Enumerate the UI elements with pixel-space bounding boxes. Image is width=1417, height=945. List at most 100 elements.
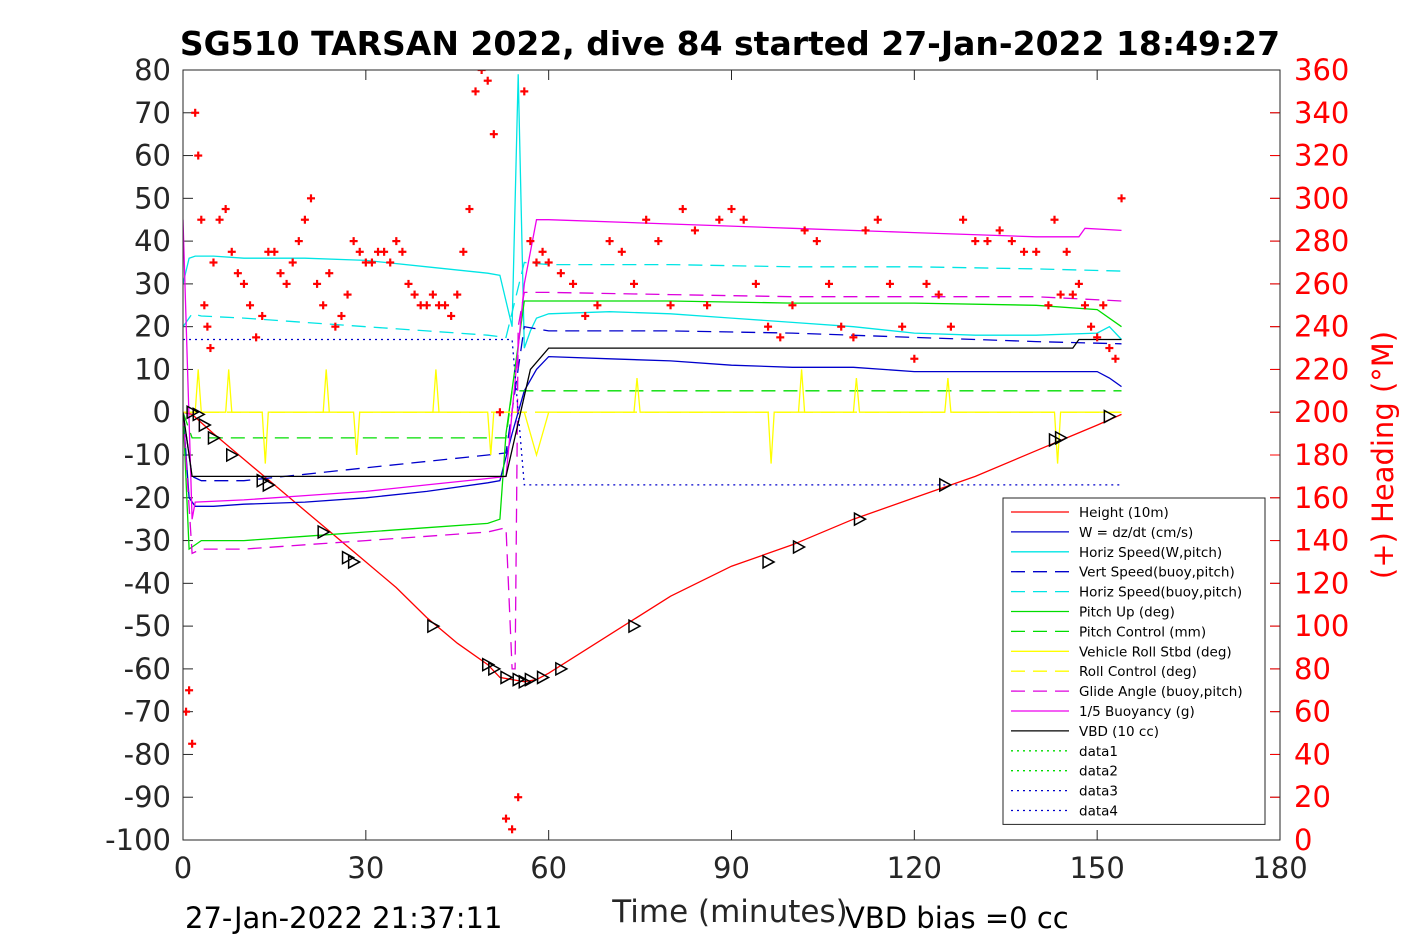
right-tick-label: 160	[1294, 481, 1349, 515]
chart-title: SG510 TARSAN 2022, dive 84 started 27-Ja…	[180, 24, 1280, 63]
x-tick-label: 180	[1252, 851, 1307, 885]
heading-point	[556, 269, 565, 278]
triangle-marker	[524, 672, 538, 687]
heading-point	[922, 279, 931, 288]
footer-timestamp: 27-Jan-2022 21:37:11	[185, 901, 502, 935]
series-line-11	[183, 338, 1122, 478]
heading-point	[188, 739, 197, 748]
series-line-1	[183, 355, 1122, 507]
heading-point	[325, 269, 334, 278]
legend-label: data2	[1079, 764, 1118, 780]
heading-point	[776, 333, 785, 342]
heading-point	[337, 311, 346, 320]
right-tick-label: 340	[1294, 96, 1349, 130]
series-line-9	[183, 291, 1122, 670]
heading-point	[849, 333, 858, 342]
legend-item: Glide Angle (buoy,pitch)	[1011, 684, 1243, 700]
heading-point	[422, 301, 431, 310]
heading-point	[666, 301, 675, 310]
heading-point	[410, 290, 419, 299]
left-axis-ticks: 80 70 60 50 40 30 20 10 0 -10 -20 -30 -40 -50 -60 -70 -8…	[105, 53, 1280, 857]
heading-point	[1032, 247, 1041, 256]
heading-point	[191, 108, 200, 117]
right-axis-ticks: 3603403203002802602402202001801601401201…	[1270, 53, 1349, 857]
legend-item: 1/5 Buoyancy (g)	[1011, 704, 1195, 720]
right-tick-label: 220	[1294, 352, 1349, 386]
heading-point	[209, 258, 218, 267]
heading-point	[1105, 344, 1114, 353]
x-tick-label: 150	[1069, 851, 1124, 885]
legend-item: W = dz/dt (cm/s)	[1011, 525, 1193, 541]
heading-point	[751, 279, 760, 288]
legend-label: data4	[1079, 804, 1118, 820]
heading-point	[270, 247, 279, 256]
triangle-marker	[853, 511, 868, 527]
heading-point	[343, 290, 352, 299]
legend-label: Glide Angle (buoy,pitch)	[1079, 684, 1243, 700]
heading-point	[1007, 237, 1016, 246]
triangle-marker	[792, 539, 807, 555]
legend-item: data2	[1011, 764, 1118, 780]
left-tick-label: -30	[124, 524, 171, 558]
left-tick-label: 0	[153, 395, 171, 429]
right-tick-label: 280	[1294, 224, 1349, 258]
series-line-6	[183, 390, 1122, 439]
heading-point	[617, 247, 626, 256]
left-tick-label: -70	[124, 695, 171, 729]
legend-item: Pitch Up (deg)	[1011, 605, 1175, 621]
heading-point	[453, 290, 462, 299]
heading-point	[194, 151, 203, 160]
triangle-marker	[939, 477, 953, 493]
heading-point	[995, 226, 1004, 235]
legend-label: 1/5 Buoyancy (g)	[1079, 704, 1195, 720]
heading-point	[508, 825, 517, 834]
heading-point	[215, 215, 224, 224]
x-tick-label: 90	[713, 851, 750, 885]
heading-point	[206, 344, 215, 353]
triangle-marker	[198, 417, 212, 433]
heading-point	[1093, 333, 1102, 342]
legend-label: Pitch Up (deg)	[1079, 605, 1175, 621]
heading-point	[885, 279, 894, 288]
triangle-marker	[226, 447, 240, 463]
heading-point	[404, 279, 413, 288]
triangle-marker	[1054, 430, 1069, 446]
series-line-10	[183, 219, 1122, 520]
legend-label: Pitch Control (mm)	[1079, 624, 1206, 640]
left-tick-label: 50	[134, 181, 171, 215]
right-tick-label: 0	[1294, 823, 1312, 857]
heading-point	[690, 226, 699, 235]
heading-point	[520, 87, 529, 96]
legend-item: data1	[1011, 744, 1118, 760]
heading-point	[861, 226, 870, 235]
legend-item: Horiz Speed(buoy,pitch)	[1011, 585, 1242, 601]
right-tick-label: 180	[1294, 438, 1349, 472]
heading-point	[367, 258, 376, 267]
legend-item: Height (10m)	[1011, 505, 1169, 521]
series-line-7	[183, 369, 1122, 464]
legend-label: Vert Speed(buoy,pitch)	[1079, 565, 1235, 581]
triangle-marker	[347, 554, 362, 570]
left-tick-label: 80	[134, 53, 171, 87]
heading-point	[514, 793, 523, 802]
heading-point	[1099, 301, 1108, 310]
triangle-marker	[427, 618, 441, 634]
heading-point	[447, 311, 456, 320]
triangle-marker	[536, 670, 551, 685]
legend-item: Pitch Control (mm)	[1011, 624, 1206, 640]
heading-point	[1068, 290, 1077, 299]
legend-label: Height (10m)	[1079, 505, 1169, 521]
heading-point	[306, 194, 315, 203]
legend-item: Roll Control (deg)	[1011, 664, 1197, 680]
heading-point	[331, 322, 340, 331]
x-tick-label: 120	[887, 851, 942, 885]
x-axis-ticks: 0 30 60 90 120 150 180	[174, 70, 1308, 885]
legend-item: Vert Speed(buoy,pitch)	[1011, 565, 1235, 581]
heading-point	[812, 237, 821, 246]
heading-point	[246, 301, 255, 310]
heading-point	[898, 322, 907, 331]
heading-point	[197, 215, 206, 224]
heading-point	[642, 215, 651, 224]
triangle-marker	[192, 407, 206, 422]
right-tick-label: 20	[1294, 780, 1331, 814]
